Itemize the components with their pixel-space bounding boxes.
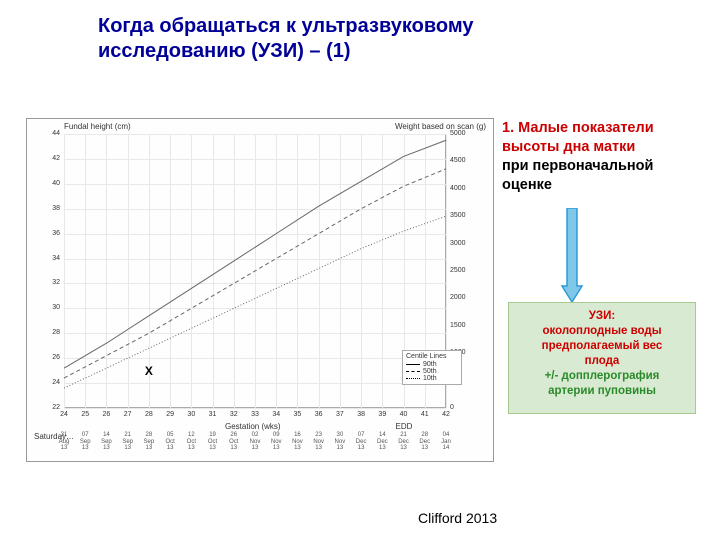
x2-date-label: 12Oct13: [187, 432, 196, 452]
y-tick-label: 28: [42, 329, 60, 336]
callout-line: УЗИ:: [513, 309, 691, 324]
callout-line: +/- допплерография: [513, 369, 691, 384]
y-tick-label: 30: [42, 304, 60, 311]
x-tick-label: 31: [209, 411, 217, 418]
y-tick-label: 42: [42, 155, 60, 162]
y2-tick-label: 4500: [450, 157, 466, 164]
uzi-callout: УЗИ:околоплодные водыпредполагаемый весп…: [508, 302, 696, 414]
y2-tick-label: 1500: [450, 322, 466, 329]
x2-date-label: 26Oct13: [229, 432, 238, 452]
x-tick-label: 41: [421, 411, 429, 418]
y-tick-label: 34: [42, 255, 60, 262]
y-tick-label: 44: [42, 130, 60, 137]
y2-tick-label: 5000: [450, 130, 466, 137]
callout-line: околоплодные воды: [513, 324, 691, 339]
y2-tick-label: 3500: [450, 212, 466, 219]
x2-date-label: 30Nov13: [335, 432, 346, 452]
x2-date-label: 28Sep13: [144, 432, 155, 452]
y2-tick-label: 4000: [450, 185, 466, 192]
callout-line: артерии пуповины: [513, 384, 691, 399]
y-axis-label: Fundal height (cm): [64, 122, 131, 131]
x-tick-label: 24: [60, 411, 68, 418]
chart-legend: Centile Lines90th50th10th: [402, 350, 462, 385]
y-tick-label: 36: [42, 230, 60, 237]
y2-axis-label: Weight based on scan (g): [356, 122, 486, 131]
x-tick-label: 37: [336, 411, 344, 418]
y2-tick-label: 2500: [450, 267, 466, 274]
x-tick-label: 27: [124, 411, 132, 418]
page-title: Когда обращаться к ультразвуковому иссле…: [98, 14, 528, 64]
y2-tick-label: 3000: [450, 240, 466, 247]
x-tick-label: 32: [230, 411, 238, 418]
x2-date-label: 21Sep13: [122, 432, 133, 452]
x-tick-label: 30: [187, 411, 195, 418]
x-tick-label: 33: [251, 411, 259, 418]
side-text-line2: высоты дна матки: [502, 139, 635, 155]
x2-date-label: 14Dec13: [377, 432, 388, 452]
edd-label: EDD: [396, 422, 413, 431]
x2-date-label: 28Dec13: [419, 432, 430, 452]
x-tick-label: 35: [294, 411, 302, 418]
x2-date-label: 05Oct13: [165, 432, 174, 452]
x2-left-label: Saturday…: [34, 432, 74, 441]
y2-tick-label: 0: [450, 404, 454, 411]
callout-line: плода: [513, 354, 691, 369]
x2-date-label: 23Nov13: [313, 432, 324, 452]
x2-date-label: 07Sep13: [80, 432, 91, 452]
arrow-down-icon: [557, 208, 587, 309]
side-text-line4: оценке: [502, 177, 552, 193]
x2-date-label: 19Oct13: [208, 432, 217, 452]
side-text-line3: при первоначальной: [502, 158, 653, 174]
x-tick-label: 26: [103, 411, 111, 418]
x-tick-label: 28: [145, 411, 153, 418]
x-tick-label: 34: [272, 411, 280, 418]
y-tick-label: 26: [42, 354, 60, 361]
y-tick-label: 38: [42, 205, 60, 212]
y-tick-label: 24: [42, 379, 60, 386]
x-tick-label: 29: [166, 411, 174, 418]
data-point-marker: X: [145, 364, 153, 378]
side-text-line1: 1. Малые показатели: [502, 120, 654, 136]
callout-line: предполагаемый вес: [513, 339, 691, 354]
y-tick-label: 32: [42, 279, 60, 286]
x2-date-label: 14Sep13: [101, 432, 112, 452]
x-tick-label: 36: [315, 411, 323, 418]
x2-date-label: 07Dec13: [356, 432, 367, 452]
x-tick-label: 40: [400, 411, 408, 418]
x2-date-label: 09Nov13: [271, 432, 282, 452]
x-tick-label: 38: [357, 411, 365, 418]
y2-tick-label: 2000: [450, 294, 466, 301]
y-tick-label: 40: [42, 180, 60, 187]
citation: Clifford 2013: [418, 510, 497, 526]
x-tick-label: 42: [442, 411, 450, 418]
y-tick-label: 22: [42, 404, 60, 411]
x-tick-label: 39: [378, 411, 386, 418]
x-tick-label: 25: [81, 411, 89, 418]
x2-date-label: 16Nov13: [292, 432, 303, 452]
x2-date-label: 21Dec13: [398, 432, 409, 452]
x2-date-label: 04Jan14: [441, 432, 451, 452]
x-axis-label: Gestation (wks): [225, 422, 281, 431]
x2-date-label: 02Nov13: [250, 432, 261, 452]
